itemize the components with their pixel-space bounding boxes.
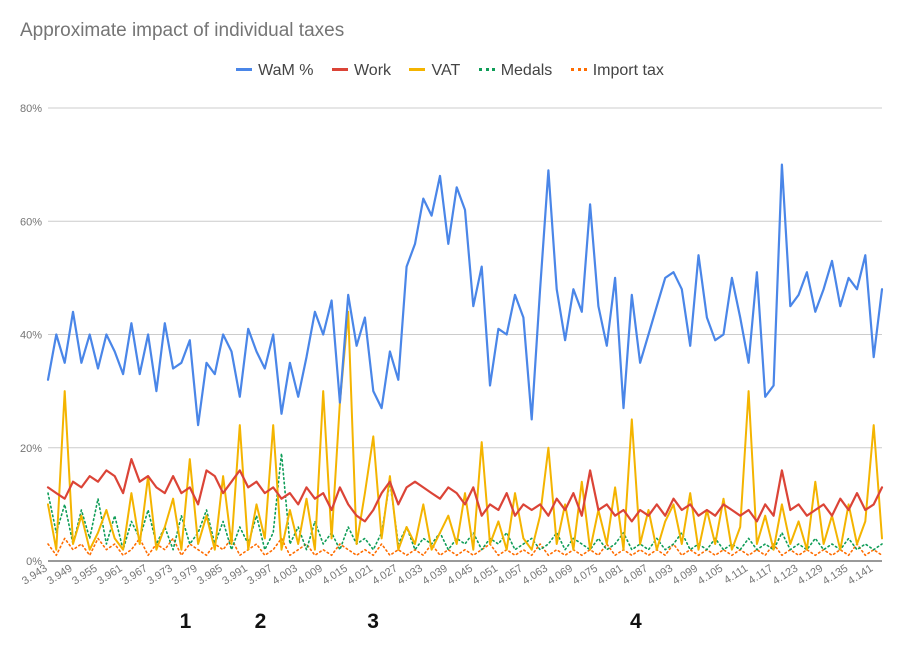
legend: WaM % Work VAT Medals Import tax [0,62,900,80]
series-line-medals [47,452,883,551]
annotation-3: 3 [367,610,379,633]
x-tick-label: 3.991 [220,562,250,587]
legend-swatch-medals [478,67,495,71]
legend-label-import-tax: Import tax [592,62,664,79]
y-tick-label: 60% [20,216,42,228]
x-tick-label: 3.955 [70,562,100,587]
x-tick-label: 3.961 [95,562,125,587]
x-tick-label: 4.111 [722,562,750,586]
x-tick-label: 4.069 [545,562,575,587]
x-tick-label: 4.099 [671,562,701,587]
x-tick-label: 3.949 [45,562,75,587]
x-tick-label: 4.063 [520,562,550,587]
series-line-import-tax [47,537,883,557]
annotation-1: 1 [179,610,192,633]
y-tick-label: 80% [20,103,42,115]
x-tick-label: 4.081 [595,562,625,587]
legend-entry-work[interactable]: Work [331,62,392,80]
legend-label-work: Work [353,62,392,79]
x-tick-label: 3.985 [195,562,225,587]
x-tick-label: 4.045 [445,562,475,587]
x-tick-label: 3.997 [245,562,275,587]
x-tick-label: 4.105 [696,562,726,587]
series-line-wam [46,163,884,427]
annotation-2: 2 [254,610,267,633]
x-tick-label: 4.057 [495,562,525,587]
y-tick-label: 40% [20,330,42,342]
x-tick-label: 4.021 [345,562,375,587]
annotation-4: 4 [629,610,642,633]
legend-swatch-work [331,67,348,71]
legend-label-vat: VAT [431,62,461,79]
legend-label-wam: WaM % [258,62,314,79]
series-line-work [46,458,884,523]
x-tick-label: 4.123 [771,562,801,587]
legend-entry-import-tax[interactable]: Import tax [570,62,664,80]
y-tick-label: 20% [20,443,42,455]
x-tick-label: 3.979 [170,562,200,587]
chart-title: Approximate impact of individual taxes [20,20,345,41]
legend-entry-medals[interactable]: Medals [478,62,553,80]
x-tick-label: 4.075 [570,562,600,587]
legend-entry-wam[interactable]: WaM % [236,62,314,80]
legend-swatch-wam [236,67,253,71]
x-tick-label: 3.967 [120,562,150,587]
x-tick-label: 4.015 [320,562,350,587]
x-tick-label: 4.027 [370,562,400,587]
x-tick-label: 4.003 [270,562,300,587]
x-tick-label: 4.051 [470,562,500,587]
x-tick-label: 4.009 [295,562,325,587]
x-tick-label: 4.033 [395,562,425,587]
legend-entry-vat[interactable]: VAT [409,62,460,80]
x-tick-label: 4.129 [796,562,826,587]
series-line-vat [47,310,883,551]
x-tick-label: 4.087 [620,562,650,587]
x-tick-label: 4.135 [821,562,851,587]
x-tick-label: 4.039 [420,562,450,587]
legend-swatch-import-tax [570,67,587,71]
legend-swatch-vat [409,67,426,71]
y-tick-label: 0% [26,556,42,568]
x-tick-label: 3.973 [145,562,175,587]
x-tick-label: 4.117 [746,562,775,587]
legend-label-medals: Medals [500,62,553,79]
x-tick-label: 4.093 [646,562,676,587]
x-tick-label: 4.141 [846,562,876,587]
